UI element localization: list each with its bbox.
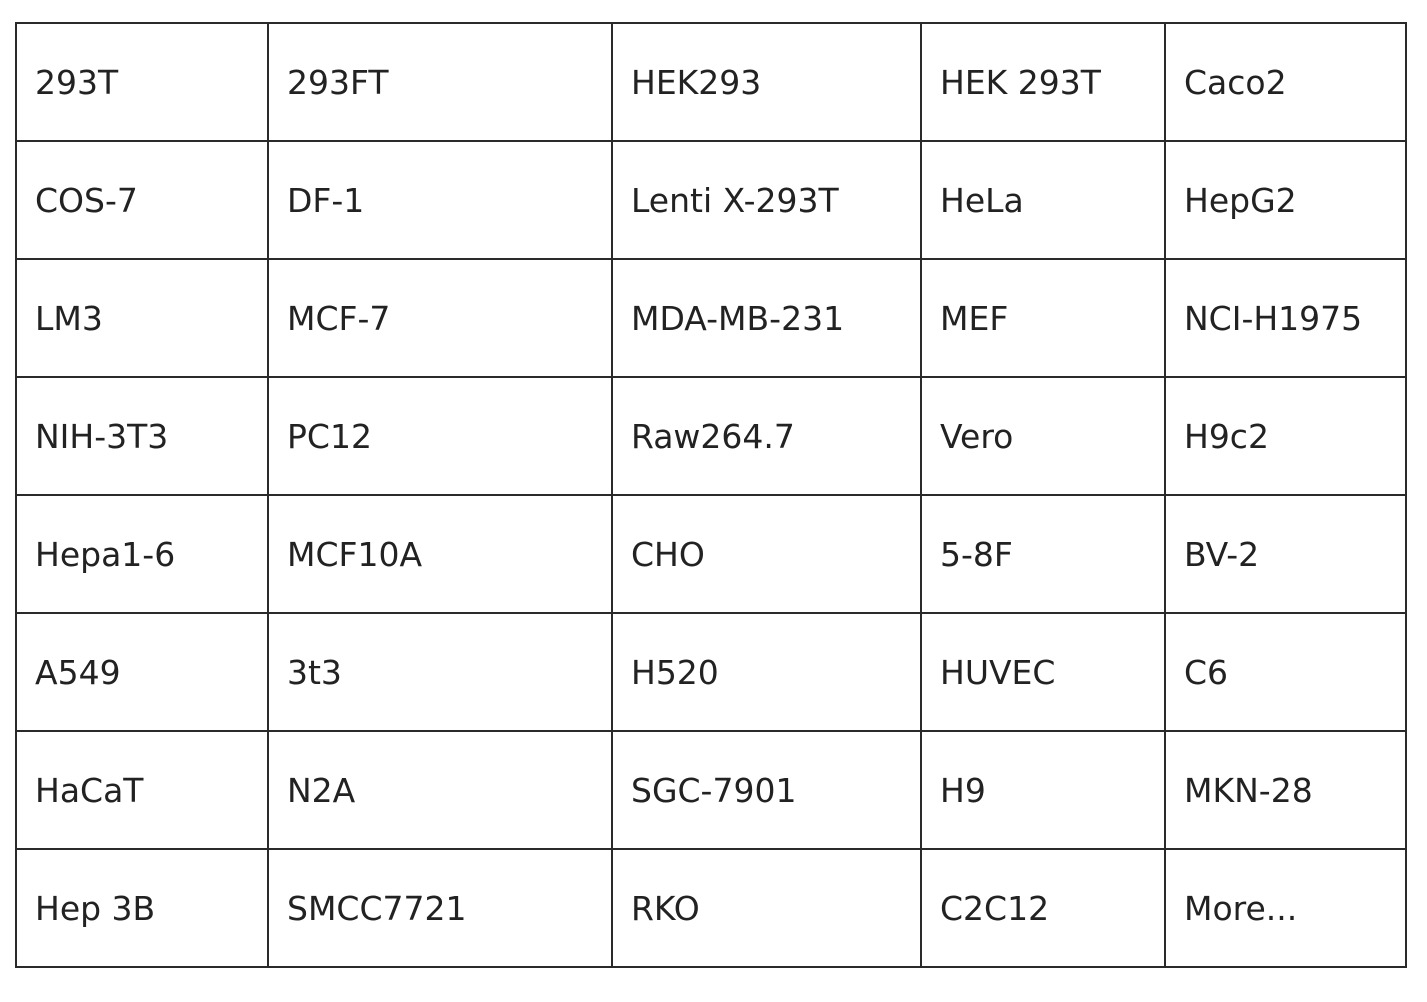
table-cell: HepG2 xyxy=(1164,140,1407,260)
table-cell: Hepa1-6 xyxy=(15,494,269,614)
table-row: 293T 293FT HEK293 HEK 293T Caco2 xyxy=(15,22,1407,142)
table-cell: RKO xyxy=(611,848,922,968)
table-cell: PC12 xyxy=(267,376,613,496)
table-cell: A549 xyxy=(15,612,269,732)
table-cell: 5-8F xyxy=(920,494,1166,614)
table-cell: H9c2 xyxy=(1164,376,1407,496)
table-cell: N2A xyxy=(267,730,613,850)
table-cell: C6 xyxy=(1164,612,1407,732)
table-cell: Hep 3B xyxy=(15,848,269,968)
table-row: LM3 MCF-7 MDA-MB-231 MEF NCI-H1975 xyxy=(15,258,1407,378)
table-row: Hepa1-6 MCF10A CHO 5-8F BV-2 xyxy=(15,494,1407,614)
table-cell: MDA-MB-231 xyxy=(611,258,922,378)
table-cell: Raw264.7 xyxy=(611,376,922,496)
table-cell: COS-7 xyxy=(15,140,269,260)
table-cell: MCF10A xyxy=(267,494,613,614)
table-cell: HaCaT xyxy=(15,730,269,850)
cell-line-table: 293T 293FT HEK293 HEK 293T Caco2 COS-7 DF-1 Len… xyxy=(15,22,1407,968)
table-cell: MEF xyxy=(920,258,1166,378)
table-cell: SGC-7901 xyxy=(611,730,922,850)
table-cell: BV-2 xyxy=(1164,494,1407,614)
table-cell: Lenti X-293T xyxy=(611,140,922,260)
table-cell: MCF-7 xyxy=(267,258,613,378)
table-row: NIH-3T3 PC12 Raw264.7 Vero H9c2 xyxy=(15,376,1407,496)
table-cell: 293FT xyxy=(267,22,613,142)
table-cell: DF-1 xyxy=(267,140,613,260)
table-row: A549 3t3 H520 HUVEC C6 xyxy=(15,612,1407,732)
table-cell: H520 xyxy=(611,612,922,732)
table-cell: 3t3 xyxy=(267,612,613,732)
table-cell: NCI-H1975 xyxy=(1164,258,1407,378)
table-cell: CHO xyxy=(611,494,922,614)
table-cell: HEK 293T xyxy=(920,22,1166,142)
table-row: COS-7 DF-1 Lenti X-293T HeLa HepG2 xyxy=(15,140,1407,260)
table-cell: HEK293 xyxy=(611,22,922,142)
table-cell: MKN-28 xyxy=(1164,730,1407,850)
table-cell: HeLa xyxy=(920,140,1166,260)
table-row: Hep 3B SMCC7721 RKO C2C12 More... xyxy=(15,848,1407,968)
table-cell: Caco2 xyxy=(1164,22,1407,142)
table-cell: LM3 xyxy=(15,258,269,378)
more-link-cell[interactable]: More... xyxy=(1164,848,1407,968)
table-cell: 293T xyxy=(15,22,269,142)
table-cell: HUVEC xyxy=(920,612,1166,732)
table-cell: C2C12 xyxy=(920,848,1166,968)
table-cell: SMCC7721 xyxy=(267,848,613,968)
table-cell: Vero xyxy=(920,376,1166,496)
table-row: HaCaT N2A SGC-7901 H9 MKN-28 xyxy=(15,730,1407,850)
table-cell: H9 xyxy=(920,730,1166,850)
table-cell: NIH-3T3 xyxy=(15,376,269,496)
